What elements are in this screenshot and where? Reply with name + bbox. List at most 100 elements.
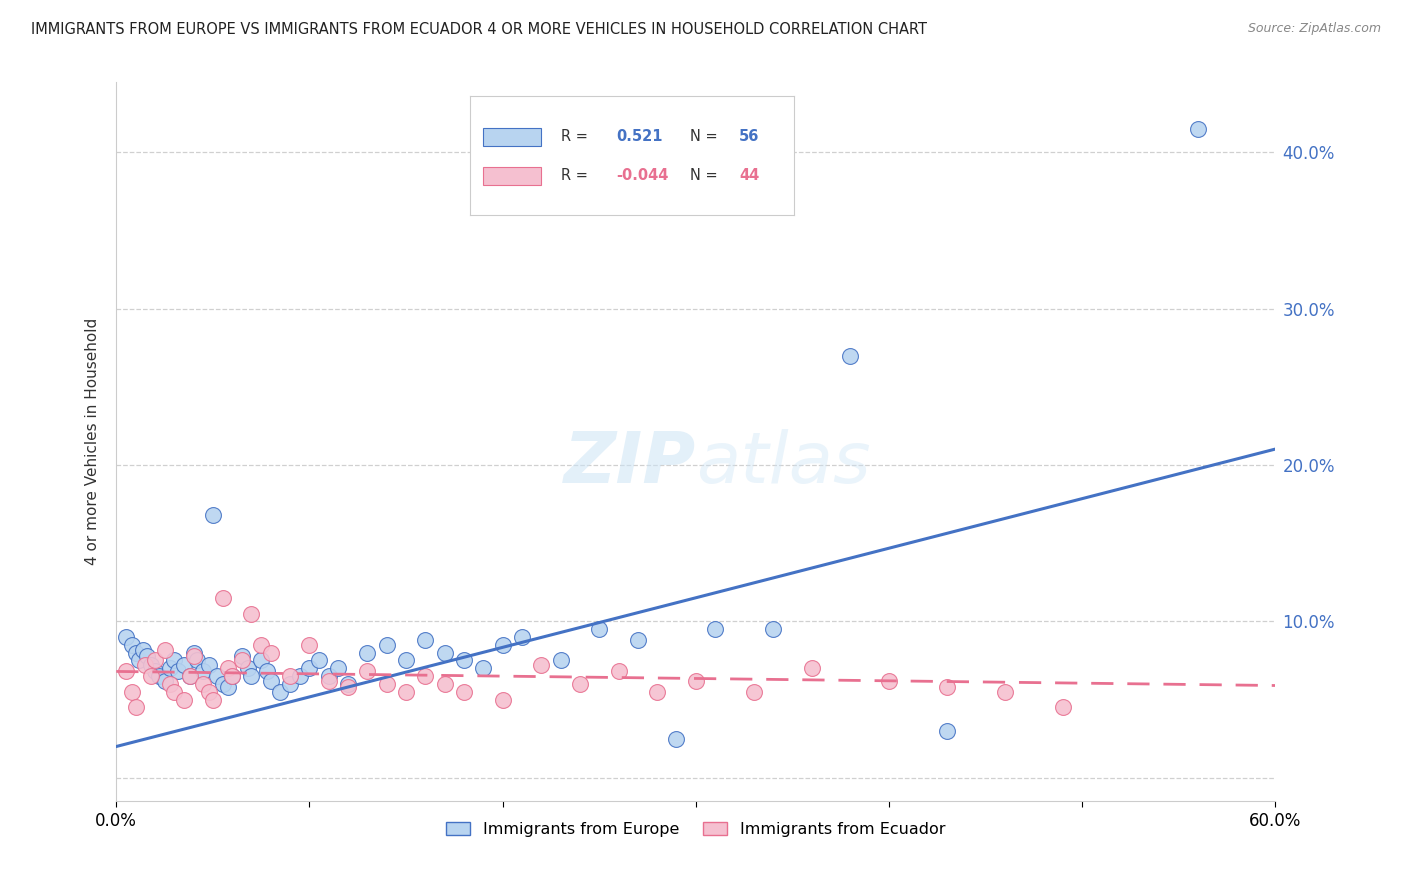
Point xyxy=(433,646,456,660)
Point xyxy=(278,677,301,691)
Point xyxy=(221,669,243,683)
Legend: Immigrants from Europe, Immigrants from Ecuador: Immigrants from Europe, Immigrants from … xyxy=(440,815,952,844)
Point xyxy=(163,653,186,667)
Point xyxy=(132,642,155,657)
Point xyxy=(800,661,823,675)
Point xyxy=(193,665,215,679)
Point xyxy=(627,633,650,648)
Point xyxy=(250,638,273,652)
Point xyxy=(453,653,475,667)
Point xyxy=(839,349,862,363)
Point xyxy=(143,665,166,679)
Point xyxy=(217,661,239,675)
Point xyxy=(221,669,243,683)
Point xyxy=(935,723,957,738)
Point xyxy=(298,638,321,652)
Point xyxy=(298,661,321,675)
Point xyxy=(645,685,668,699)
Point xyxy=(877,673,900,688)
Point xyxy=(685,673,707,688)
Point xyxy=(472,661,495,675)
Point xyxy=(115,665,138,679)
Point xyxy=(318,673,340,688)
Point xyxy=(260,673,283,688)
Point xyxy=(269,685,291,699)
Point xyxy=(198,685,221,699)
Point xyxy=(128,653,150,667)
Point xyxy=(1052,700,1074,714)
Text: ZIP: ZIP xyxy=(564,429,696,498)
Point xyxy=(211,677,233,691)
Point xyxy=(139,669,162,683)
Point xyxy=(491,692,513,706)
Point xyxy=(742,685,765,699)
Point xyxy=(415,633,437,648)
Point xyxy=(994,685,1017,699)
Point xyxy=(211,591,233,605)
Point xyxy=(124,646,146,660)
Point xyxy=(153,642,176,657)
Point xyxy=(193,677,215,691)
Point xyxy=(288,669,311,683)
Point xyxy=(236,661,259,675)
Point xyxy=(250,653,273,667)
Point xyxy=(607,665,630,679)
Point xyxy=(328,661,350,675)
Point xyxy=(1187,121,1209,136)
Point xyxy=(121,685,143,699)
Point xyxy=(124,700,146,714)
Point xyxy=(115,630,138,644)
Point xyxy=(356,665,378,679)
Point xyxy=(186,653,208,667)
Point xyxy=(704,622,727,636)
Point xyxy=(240,607,263,621)
Point xyxy=(375,677,398,691)
Point xyxy=(183,646,205,660)
Point xyxy=(318,669,340,683)
Point xyxy=(148,669,170,683)
Point xyxy=(205,669,228,683)
Point xyxy=(159,661,181,675)
Text: Source: ZipAtlas.com: Source: ZipAtlas.com xyxy=(1247,22,1381,36)
Point xyxy=(935,680,957,694)
Point xyxy=(588,622,610,636)
Point xyxy=(159,677,181,691)
Point xyxy=(453,685,475,699)
Point xyxy=(550,653,572,667)
Point xyxy=(143,653,166,667)
Point xyxy=(568,677,591,691)
Point xyxy=(179,669,201,683)
Text: IMMIGRANTS FROM EUROPE VS IMMIGRANTS FROM ECUADOR 4 OR MORE VEHICLES IN HOUSEHOL: IMMIGRANTS FROM EUROPE VS IMMIGRANTS FRO… xyxy=(31,22,927,37)
Point xyxy=(201,692,224,706)
Point xyxy=(356,646,378,660)
Point xyxy=(163,685,186,699)
Point xyxy=(201,508,224,522)
Point xyxy=(217,680,239,694)
Point xyxy=(337,680,360,694)
Point xyxy=(491,638,513,652)
Point xyxy=(510,630,533,644)
Point xyxy=(240,669,263,683)
Point xyxy=(762,622,785,636)
Point xyxy=(231,653,253,667)
Point xyxy=(433,677,456,691)
Point xyxy=(260,646,283,660)
Point xyxy=(167,665,190,679)
Point xyxy=(256,665,278,679)
Point xyxy=(153,673,176,688)
Point xyxy=(308,653,330,667)
Point xyxy=(134,658,156,673)
Point xyxy=(231,648,253,663)
Point xyxy=(198,658,221,673)
Point xyxy=(395,653,418,667)
Point xyxy=(173,692,195,706)
Point xyxy=(375,638,398,652)
Point xyxy=(173,658,195,673)
Point xyxy=(395,685,418,699)
Point xyxy=(665,731,688,746)
Point xyxy=(179,669,201,683)
Point xyxy=(530,658,553,673)
Point xyxy=(278,669,301,683)
Point xyxy=(183,648,205,663)
Y-axis label: 4 or more Vehicles in Household: 4 or more Vehicles in Household xyxy=(86,318,100,566)
